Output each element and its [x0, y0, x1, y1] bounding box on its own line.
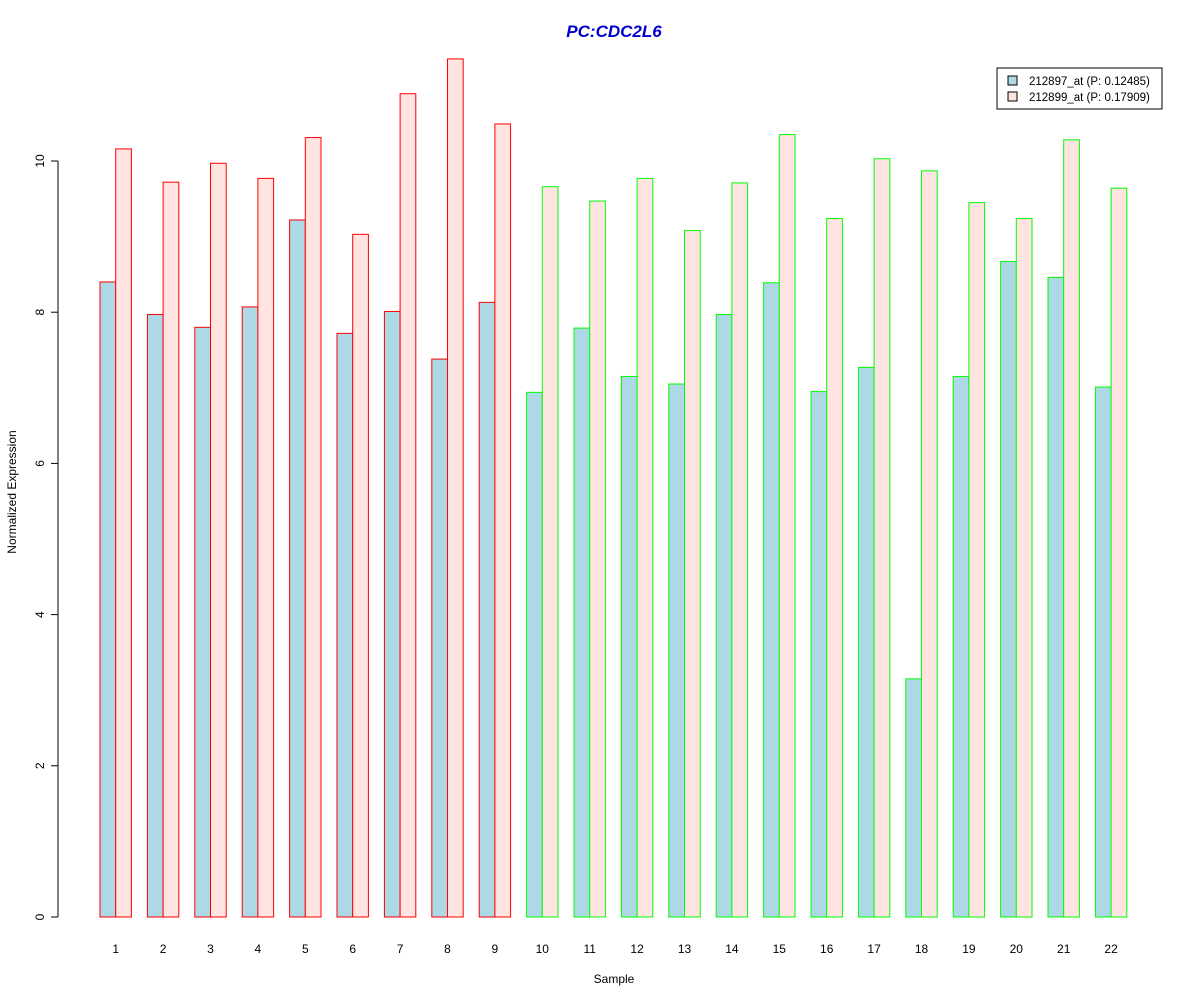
bar-sample-20-series-2 [1015, 217, 1033, 918]
bar-sample-12-series-1 [620, 375, 638, 918]
x-tick-label: 15 [773, 942, 787, 956]
legend-box [996, 67, 1163, 110]
bar-sample-11-series-1 [573, 327, 591, 918]
bar-sample-9-series-2 [494, 123, 512, 918]
bar-sample-3-series-1 [194, 326, 212, 918]
bars-layer [99, 58, 1128, 918]
x-tick-label: 19 [962, 942, 976, 956]
x-tick-label: 13 [678, 942, 692, 956]
x-tick-label: 4 [255, 942, 262, 956]
bar-sample-13-series-2 [684, 230, 701, 918]
bar-sample-6-series-1 [336, 332, 354, 918]
bar-sample-4-series-2 [257, 177, 275, 918]
bar-sample-11-series-2 [589, 200, 606, 918]
legend-label-1: 212897_at (P: 0.12485) [1029, 76, 1150, 88]
legend-swatch-1 [1007, 75, 1018, 86]
bar-sample-10-series-2 [541, 186, 559, 918]
bar-sample-22-series-2 [1110, 187, 1128, 918]
x-tick-label: 22 [1104, 942, 1118, 956]
x-tick-label: 20 [1010, 942, 1024, 956]
legend: 212897_at (P: 0.12485) 212899_at (P: 0.17… [996, 67, 1163, 110]
x-tick-label: 18 [915, 942, 929, 956]
x-tick-label: 14 [725, 942, 739, 956]
bar-sample-2-series-2 [162, 181, 180, 918]
bar-sample-18-series-1 [905, 678, 922, 918]
y-tick-label: 0 [33, 913, 47, 920]
x-tick-label: 10 [536, 942, 550, 956]
x-tick-label: 1 [112, 942, 119, 956]
y-tick-label: 6 [33, 460, 47, 467]
bar-sample-22-series-1 [1094, 386, 1112, 918]
x-tick-label: 11 [583, 942, 596, 956]
bar-sample-1-series-1 [99, 281, 117, 918]
bar-sample-21-series-1 [1047, 276, 1065, 918]
bar-sample-19-series-1 [952, 375, 970, 918]
y-tick-label: 2 [33, 762, 47, 769]
bar-sample-15-series-1 [763, 282, 780, 918]
y-tick-label: 4 [33, 611, 47, 618]
bar-sample-16-series-1 [810, 391, 828, 918]
bar-sample-6-series-2 [352, 233, 369, 918]
x-tick-label: 21 [1057, 942, 1071, 956]
bar-sample-2-series-1 [146, 313, 164, 918]
y-axis-title: Normalized Expression [5, 430, 19, 553]
bar-sample-10-series-1 [526, 391, 543, 918]
chart-title: PC:CDC2L6 [566, 22, 662, 41]
bar-sample-20-series-1 [1000, 261, 1017, 918]
bar-sample-12-series-2 [636, 177, 654, 918]
bar-sample-3-series-2 [210, 162, 227, 918]
x-tick-label: 6 [349, 942, 356, 956]
bar-sample-15-series-2 [778, 134, 796, 918]
x-tick-label: 8 [444, 942, 451, 956]
x-tick-label: 3 [207, 942, 214, 956]
x-axis-labels: 1 2 3 4 5 6 7 8 9 10 11 12 13 14 15 16 17 18 19 20 21 22 [112, 942, 1118, 956]
bar-sample-7-series-2 [399, 93, 417, 918]
legend-swatch-2 [1007, 91, 1018, 102]
y-tick-label: 10 [33, 154, 47, 168]
bar-sample-16-series-2 [826, 217, 843, 918]
y-tick-label: 8 [33, 309, 47, 316]
x-axis-title: Sample [594, 972, 635, 986]
x-tick-label: 17 [867, 942, 881, 956]
x-tick-label: 5 [302, 942, 309, 956]
bar-sample-7-series-1 [383, 310, 401, 918]
bar-sample-14-series-1 [715, 313, 733, 918]
bar-sample-8-series-1 [431, 358, 448, 918]
bar-sample-13-series-1 [668, 383, 685, 918]
bar-sample-8-series-2 [447, 58, 464, 918]
x-tick-label: 12 [630, 942, 644, 956]
x-tick-label: 9 [492, 942, 499, 956]
bar-sample-18-series-2 [921, 170, 938, 918]
bar-sample-17-series-1 [857, 366, 875, 918]
y-axis: 0 2 4 6 8 10 [33, 154, 59, 920]
bar-sample-5-series-2 [304, 137, 322, 918]
x-tick-label: 7 [397, 942, 404, 956]
bar-sample-21-series-2 [1063, 139, 1080, 918]
bar-sample-9-series-1 [478, 301, 496, 918]
bar-sample-17-series-2 [873, 158, 891, 918]
bar-sample-1-series-2 [115, 148, 132, 918]
bar-sample-19-series-2 [968, 202, 986, 918]
bar-sample-14-series-2 [731, 182, 749, 918]
x-tick-label: 2 [160, 942, 167, 956]
legend-label-2: 212899_at (P: 0.17909) [1029, 92, 1150, 104]
bar-sample-5-series-1 [289, 219, 306, 918]
bar-sample-4-series-1 [241, 306, 259, 918]
x-tick-label: 16 [820, 942, 834, 956]
